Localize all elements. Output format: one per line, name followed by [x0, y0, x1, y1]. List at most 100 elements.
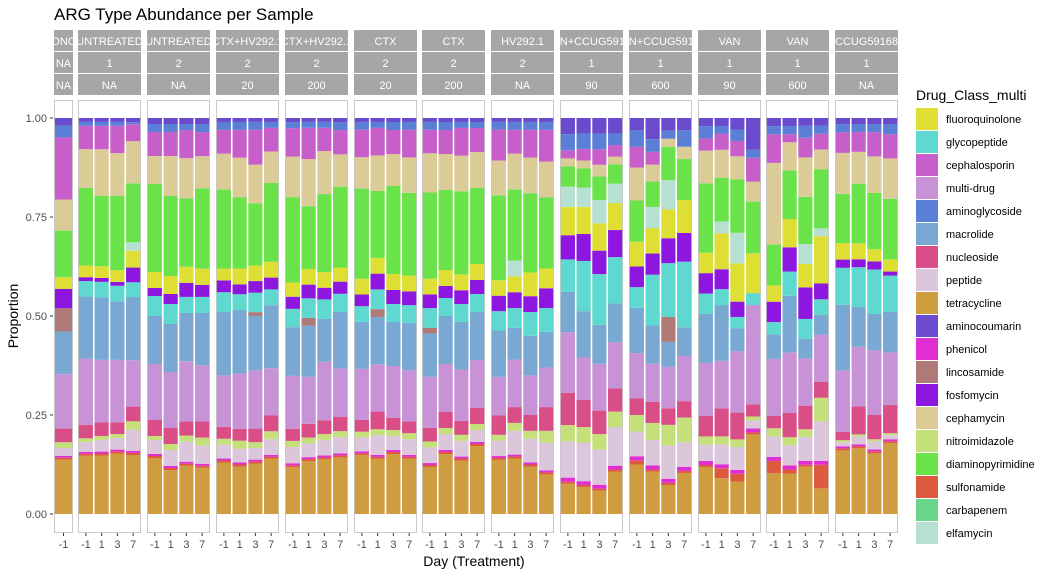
bar-segment-macrolide	[560, 291, 575, 333]
bar-segment-fosfomycin	[317, 287, 332, 300]
bar-segment-aminoglycoside	[608, 133, 623, 146]
bar-segment-phenicol	[470, 442, 485, 444]
bar-segment-diaminopyrimidine	[126, 183, 141, 243]
legend-label: cephamycin	[946, 413, 1005, 425]
bar-segment-nitroimidazole	[422, 441, 437, 448]
bar-segment-sulfonamide	[523, 464, 538, 467]
bar-segment-cephamycin	[835, 152, 850, 194]
bar-segment-phenicol	[110, 449, 125, 452]
bar-segment-fluoroquinolone	[94, 266, 109, 278]
bar-segment-nitroimidazole	[629, 415, 644, 432]
bar-segment-nitroimidazole	[507, 422, 522, 431]
bar-segment-fluoroquinolone	[422, 278, 437, 295]
bar-segment-phenicol	[851, 444, 866, 447]
bar-segment-cephalosporin	[539, 129, 554, 162]
bar-segment-fosfomycin	[766, 301, 781, 323]
bar-segment-aminoglycoside	[195, 124, 210, 133]
bar-segment-phenicol	[507, 454, 522, 457]
facet-strip	[54, 74, 73, 95]
bar-segment-glycopeptide	[798, 318, 813, 339]
bar-segment-sulfonamide	[438, 452, 453, 454]
y-axis-title: Proportion	[5, 284, 21, 349]
bar-segment-phenicol	[835, 446, 850, 449]
bar-segment-fosfomycin	[798, 287, 813, 319]
legend-swatch	[916, 200, 938, 222]
bar-segment-peptide	[814, 421, 829, 461]
facet-panel: ONC NA NA -1	[54, 30, 73, 551]
bar-segment-cephalosporin	[333, 130, 348, 155]
x-tick-label: 3	[252, 539, 258, 551]
bar-segment-cephalosporin	[560, 150, 575, 159]
stacked-bar	[867, 118, 882, 514]
stacked-bar	[216, 118, 231, 514]
bar-segment-macrolide	[798, 338, 813, 359]
legend-label: sulfonamide	[946, 482, 1005, 494]
bar-segment-diaminopyrimidine	[698, 183, 713, 253]
x-tick-label: 1	[581, 539, 587, 551]
bar-segment-sulfonamide	[539, 472, 554, 475]
bar-segment-phenicol	[333, 453, 348, 456]
bar-segment-cephalosporin	[163, 132, 178, 156]
bar-segment-macrolide	[110, 301, 125, 360]
bar-segment-aminoglycoside	[163, 124, 178, 132]
bar-segment-sulfonamide	[798, 464, 813, 467]
stacked-bar	[851, 118, 866, 514]
bar-segment-phenicol	[677, 466, 692, 471]
bar-segment-nucleoside	[523, 415, 538, 431]
bar-segment-glycopeptide	[110, 285, 125, 302]
bar-segment-multi-drug	[264, 368, 279, 416]
stacked-bar	[333, 118, 348, 514]
legend-item: glycopeptide	[916, 131, 1008, 153]
bar-segment-elfamycin	[560, 186, 575, 207]
bar-segment-peptide	[126, 429, 141, 451]
bar-segment-fosfomycin	[454, 290, 469, 305]
facet-strip	[698, 74, 761, 95]
bar-segment-lincosamide	[370, 309, 385, 317]
bar-segment-peptide	[883, 435, 898, 440]
bar-segment-aminocoumarin	[867, 118, 882, 125]
facet-strip	[78, 30, 141, 51]
bar-segment-peptide	[835, 442, 850, 447]
bar-segment-fluoroquinolone	[714, 233, 729, 270]
bar-segment-macrolide	[592, 324, 607, 364]
bar-segment-multi-drug	[470, 360, 485, 408]
bar-segment-aminocoumarin	[386, 118, 401, 122]
bar-segment-macrolide	[285, 327, 300, 376]
bar-segment-fluoroquinolone	[454, 274, 469, 291]
bar-segment-tetracycline	[54, 459, 73, 514]
legend-item: peptide	[916, 269, 982, 291]
bar-segment-nitroimidazole	[592, 434, 607, 450]
bar-segment-tetracycline	[507, 458, 522, 514]
bar-segment-nucleoside	[835, 431, 850, 441]
bar-segment-multi-drug	[523, 375, 538, 415]
facet-strip-label: 1	[863, 58, 869, 70]
stacked-bar	[179, 118, 194, 514]
bar-segment-macrolide	[317, 318, 332, 362]
bar-segment-cephamycin	[677, 146, 692, 160]
stacked-bar	[232, 118, 247, 514]
bar-segment-fosfomycin	[730, 301, 745, 317]
bar-segment-peptide	[402, 439, 417, 455]
legend-swatch	[916, 407, 938, 429]
bar-segment-glycopeptide	[507, 308, 522, 328]
legend-label: peptide	[946, 275, 982, 287]
facet-strip	[422, 52, 485, 73]
bar-segment-tetracycline	[301, 461, 316, 514]
bar-segment-phenicol	[264, 454, 279, 457]
bar-segment-aminocoumarin	[883, 118, 898, 125]
bar-segment-multi-drug	[608, 342, 623, 389]
bar-segment-sulfonamide	[851, 446, 866, 449]
bar-segment-nucleoside	[354, 419, 369, 432]
bar-segment-multi-drug	[110, 359, 125, 423]
facet-strip	[422, 30, 485, 51]
bar-segment-aminocoumarin	[354, 118, 369, 122]
facet-strip	[766, 52, 829, 73]
bar-segment-multi-drug	[216, 375, 231, 427]
x-tick-label: 3	[527, 539, 533, 551]
facet-strip-label: 90	[585, 80, 597, 92]
legend-item: nucleoside	[916, 246, 999, 268]
bar-segment-macrolide	[301, 325, 316, 377]
facet-panel: HV292.1 2 NA -1 1 3 7	[491, 30, 554, 551]
